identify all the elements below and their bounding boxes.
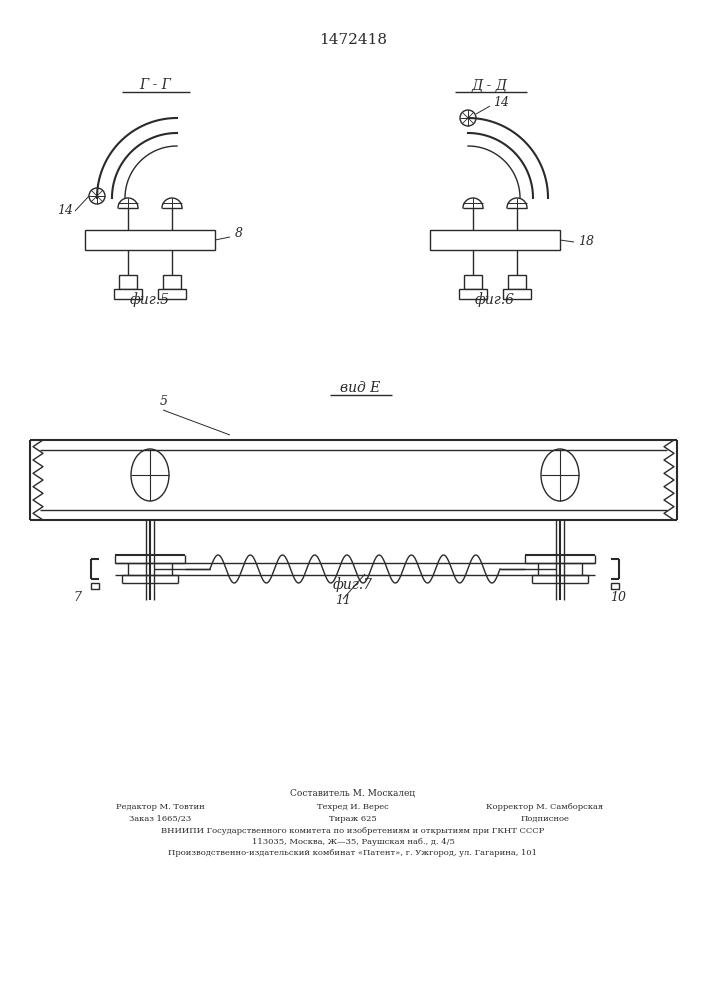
Bar bbox=[430, 230, 560, 250]
Text: 7: 7 bbox=[73, 591, 81, 604]
Text: 8: 8 bbox=[235, 227, 243, 240]
Bar bbox=[91, 583, 99, 589]
Text: 11: 11 bbox=[335, 594, 351, 607]
Ellipse shape bbox=[131, 449, 169, 501]
Text: 5: 5 bbox=[160, 395, 168, 408]
Bar bbox=[158, 289, 186, 299]
Text: Редактор М. Товтин: Редактор М. Товтин bbox=[116, 803, 204, 811]
Text: Корректор М. Самборская: Корректор М. Самборская bbox=[486, 803, 604, 811]
Text: Составитель М. Москалец: Составитель М. Москалец bbox=[291, 788, 416, 798]
Text: Подписное: Подписное bbox=[520, 815, 569, 823]
Text: 14: 14 bbox=[57, 204, 73, 217]
Text: вид E: вид E bbox=[340, 381, 380, 395]
Ellipse shape bbox=[541, 449, 579, 501]
Bar bbox=[459, 289, 487, 299]
Text: Д - Д: Д - Д bbox=[472, 78, 508, 92]
Bar bbox=[119, 275, 137, 289]
Circle shape bbox=[460, 110, 476, 126]
Text: ВНИИПИ Государственного комитета по изобретениям и открытиям при ГКНТ СССР: ВНИИПИ Государственного комитета по изоб… bbox=[161, 827, 544, 835]
Text: 113035, Москва, Ж—35, Раушская наб., д. 4/5: 113035, Москва, Ж—35, Раушская наб., д. … bbox=[252, 838, 455, 846]
Text: 18: 18 bbox=[578, 235, 594, 248]
Bar bbox=[85, 230, 215, 250]
Bar bbox=[508, 275, 526, 289]
Bar bbox=[114, 289, 142, 299]
Text: Техред И. Верес: Техред И. Верес bbox=[317, 803, 389, 811]
Bar bbox=[464, 275, 482, 289]
Text: Тираж 625: Тираж 625 bbox=[329, 815, 377, 823]
Bar bbox=[503, 289, 531, 299]
Text: Г - Г: Г - Г bbox=[139, 78, 171, 92]
Text: 14: 14 bbox=[493, 96, 509, 109]
Text: 10: 10 bbox=[610, 591, 626, 604]
Text: фиг.7: фиг.7 bbox=[333, 578, 373, 592]
Text: фиг.5: фиг.5 bbox=[130, 293, 170, 307]
Bar bbox=[163, 275, 181, 289]
Bar bbox=[611, 583, 619, 589]
Text: фиг.6: фиг.6 bbox=[475, 293, 515, 307]
Text: 1472418: 1472418 bbox=[319, 33, 387, 47]
Text: Производственно-издательский комбинат «Патент», г. Ужгород, ул. Гагарина, 101: Производственно-издательский комбинат «П… bbox=[168, 849, 537, 857]
Circle shape bbox=[89, 188, 105, 204]
Text: Заказ 1665/23: Заказ 1665/23 bbox=[129, 815, 191, 823]
